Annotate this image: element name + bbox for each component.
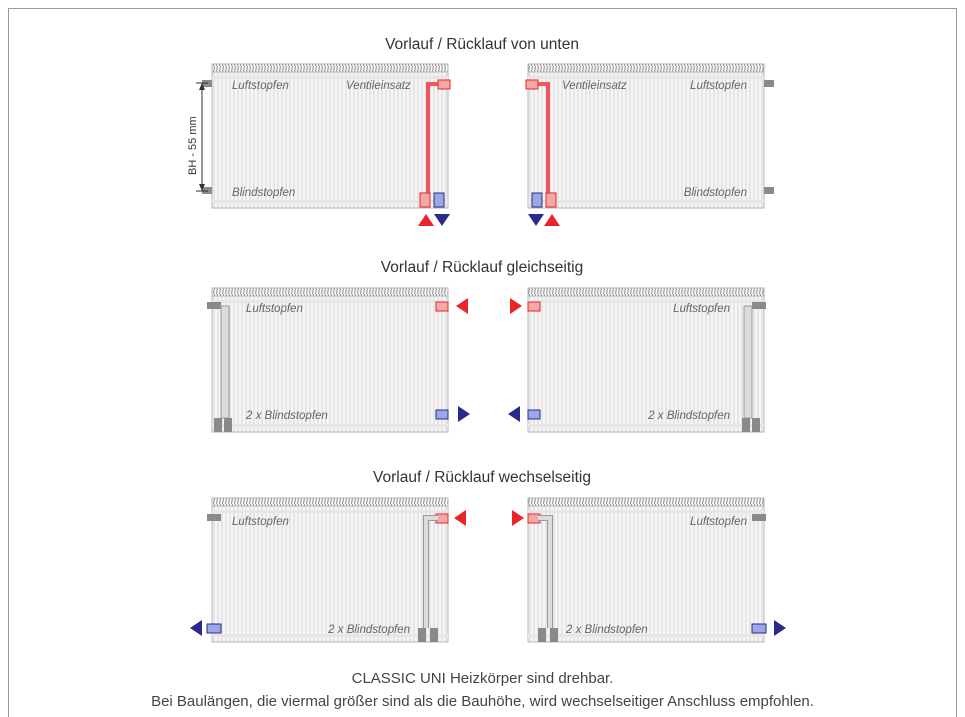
- label-air-plug: Luftstopfen: [673, 303, 730, 315]
- return-connector: [435, 409, 449, 420]
- supply-connector: [435, 301, 449, 312]
- section-title-bottom-connection: Vorlauf / Rücklauf von unten: [385, 36, 579, 53]
- diagram-frame: [8, 8, 957, 717]
- label-blind-plugs: 2 x Blindstopfen: [565, 624, 648, 636]
- label-air-plug: Luftstopfen: [232, 80, 289, 92]
- supply-arrow-up: [544, 214, 560, 226]
- blind-plug: [742, 418, 750, 432]
- supply-arrow-left: [454, 510, 466, 526]
- inner-pipe: [743, 305, 753, 419]
- return-arrow-down: [528, 214, 544, 226]
- supply-connector: [545, 192, 557, 208]
- supply-arrow-left: [456, 298, 468, 314]
- return-connector: [206, 623, 222, 634]
- supply-arrow-up: [418, 214, 434, 226]
- label-air-plug: Luftstopfen: [232, 516, 289, 528]
- air-plug: [752, 302, 766, 309]
- label-air-plug: Luftstopfen: [246, 303, 303, 315]
- label-blind-plugs: 2 x Blindstopfen: [647, 410, 730, 422]
- return-arrow-right: [774, 620, 786, 636]
- return-connector: [751, 623, 767, 634]
- footer-recommendation: Bei Baulängen, die viermal größer sind a…: [151, 693, 814, 710]
- label-blind-plugs: 2 x Blindstopfen: [327, 624, 410, 636]
- return-connector: [527, 409, 541, 420]
- blind-plug: [752, 418, 760, 432]
- air-plug: [207, 514, 221, 521]
- inner-pipe: [220, 305, 230, 419]
- section-title-alternating: Vorlauf / Rücklauf wechselseitig: [373, 469, 591, 486]
- valve-connector: [437, 79, 451, 90]
- blind-plug: [224, 418, 232, 432]
- supply-connector: [527, 301, 541, 312]
- label-blind-plug: Blindstopfen: [232, 187, 295, 199]
- air-plug: [207, 302, 221, 309]
- radiator-alternating-right: [527, 497, 767, 643]
- supply-arrow-right: [510, 298, 522, 314]
- label-blind-plugs: 2 x Blindstopfen: [245, 410, 328, 422]
- blind-plug: [550, 628, 558, 642]
- air-plug: [752, 514, 766, 521]
- return-arrow-left: [190, 620, 202, 636]
- radiator-same-side-left: [207, 287, 449, 433]
- radiator-same-side-right: [527, 287, 766, 433]
- blind-plug: [430, 628, 438, 642]
- blind-plug: [764, 187, 774, 194]
- radiator-bottom-connection-right: [525, 63, 774, 209]
- dimension-label: BH - 55 mm: [187, 116, 199, 175]
- label-air-plug: Luftstopfen: [690, 516, 747, 528]
- blind-plug: [418, 628, 426, 642]
- return-connector: [531, 192, 543, 208]
- blind-plug: [214, 418, 222, 432]
- label-air-plug: Luftstopfen: [690, 80, 747, 92]
- label-valve-insert: Ventileinsatz: [346, 80, 411, 92]
- label-valve-insert: Ventileinsatz: [562, 80, 627, 92]
- return-arrow-left: [508, 406, 520, 422]
- supply-arrow-right: [512, 510, 524, 526]
- return-arrow-down: [434, 214, 450, 226]
- air-plug: [764, 80, 774, 87]
- blind-plug: [538, 628, 546, 642]
- return-connector: [433, 192, 445, 208]
- footer-rotatable-note: CLASSIC UNI Heizkörper sind drehbar.: [351, 670, 614, 687]
- radiator-alternating-left: [206, 497, 449, 643]
- return-arrow-right: [458, 406, 470, 422]
- section-title-same-side: Vorlauf / Rücklauf gleichseitig: [381, 259, 583, 276]
- valve-connector: [525, 79, 539, 90]
- dimension-marker: [196, 82, 208, 192]
- label-blind-plug: Blindstopfen: [684, 187, 747, 199]
- supply-connector: [419, 192, 431, 208]
